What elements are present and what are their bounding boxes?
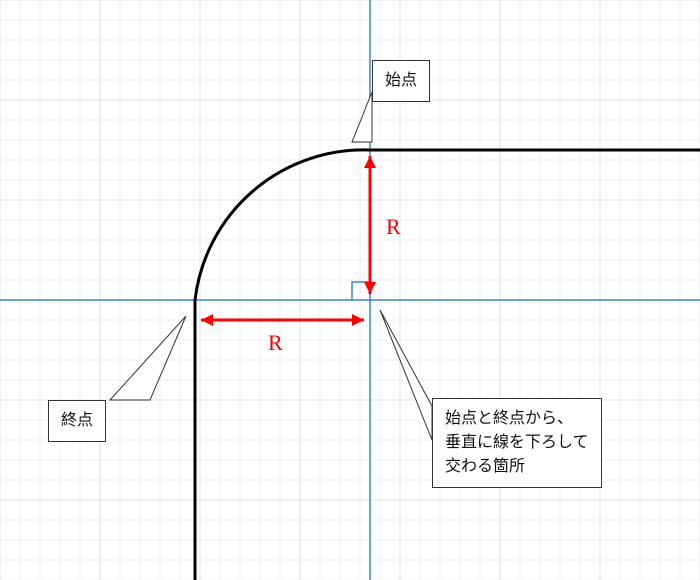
callout-start-text: 始点	[385, 72, 417, 89]
callout-center-line3: 交わる箇所	[445, 458, 525, 475]
callout-end-text: 終点	[61, 412, 93, 429]
callout-center-line2: 垂直に線を下ろして	[445, 434, 589, 451]
dimension-label-vertical: R	[386, 214, 401, 240]
diagram-canvas: 始点 終点 始点と終点から、 垂直に線を下ろして 交わる箇所 R R	[0, 0, 700, 580]
callout-end: 終点	[48, 400, 106, 442]
callout-center-line1: 始点と終点から、	[445, 410, 573, 427]
callout-center: 始点と終点から、 垂直に線を下ろして 交わる箇所	[432, 398, 602, 488]
callout-start: 始点	[372, 60, 430, 102]
callout-tails	[0, 0, 700, 580]
dimension-label-horizontal: R	[268, 330, 283, 356]
